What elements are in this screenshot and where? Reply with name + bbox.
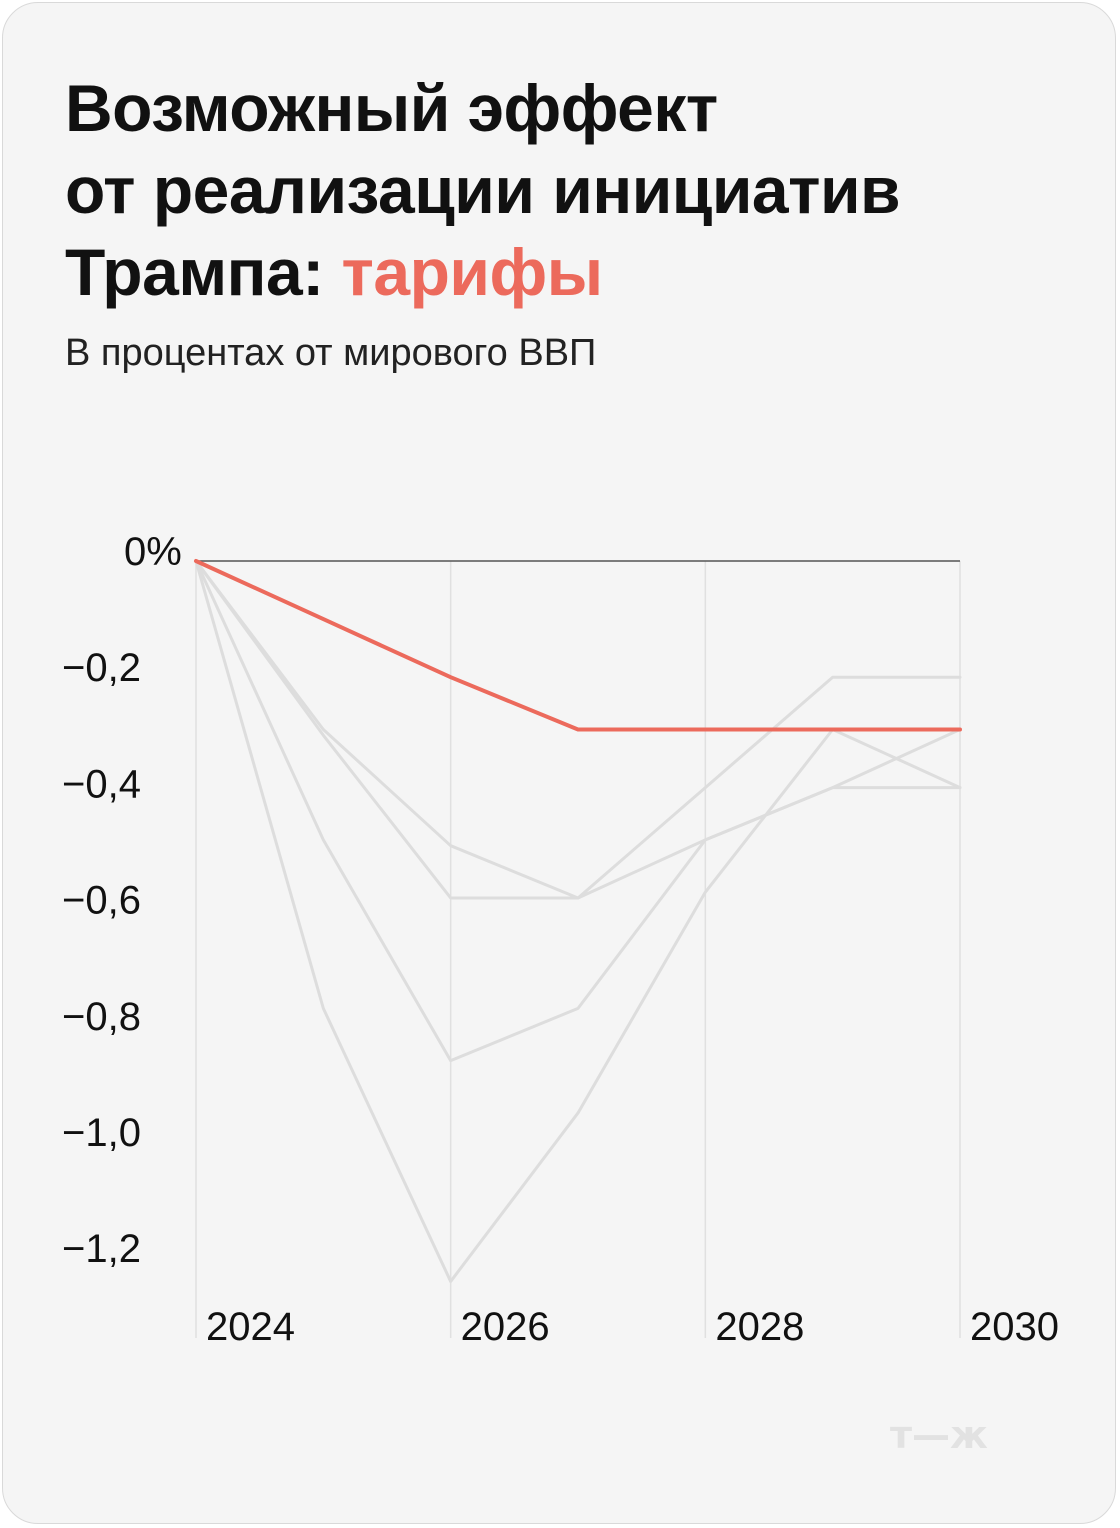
y-tick-label-1: −0,2: [62, 646, 141, 690]
series-line-highlight: [194, 559, 962, 732]
x-tick-label-2028: 2028: [715, 1305, 804, 1349]
y-tick-label-0: 0%: [124, 530, 182, 574]
title-line-1: Возможный эффект: [65, 71, 718, 145]
series-line-3: [194, 559, 962, 1063]
background-series: [194, 559, 962, 1283]
title-line-2: от реализации инициатив: [65, 153, 901, 227]
highlight-series: [194, 559, 962, 732]
chart-grid: [195, 560, 961, 1338]
y-tick-label-4: −0,8: [62, 995, 141, 1039]
x-tick-label-2024: 2024: [206, 1305, 295, 1349]
tzh-logo: т—ж: [890, 1416, 988, 1452]
x-tick-label-2030: 2030: [970, 1305, 1059, 1349]
y-tick-label-6: −1,2: [62, 1227, 141, 1271]
chart-title: Возможный эффект от реализации инициатив…: [65, 67, 1065, 313]
x-axis-labels: 2024 2026 2028 2030: [206, 1305, 1059, 1349]
y-tick-label-3: −0,6: [62, 879, 141, 923]
x-tick-label-2026: 2026: [461, 1305, 550, 1349]
y-tick-label-2: −0,4: [62, 762, 141, 806]
chart-subtitle: В процентах от мирового ВВП: [65, 332, 597, 374]
title-line-3: Трампа: тарифы: [65, 231, 1065, 313]
title-prefix: Трампа:: [65, 235, 324, 309]
y-tick-label-5: −1,0: [62, 1111, 141, 1155]
series-line-4: [194, 559, 962, 1283]
y-axis-labels: 0% −0,2 −0,4 −0,6 −0,8 −1,0 −1,2: [62, 530, 182, 1271]
title-highlight: тарифы: [341, 235, 604, 309]
logo-text: т—ж: [890, 1416, 988, 1452]
